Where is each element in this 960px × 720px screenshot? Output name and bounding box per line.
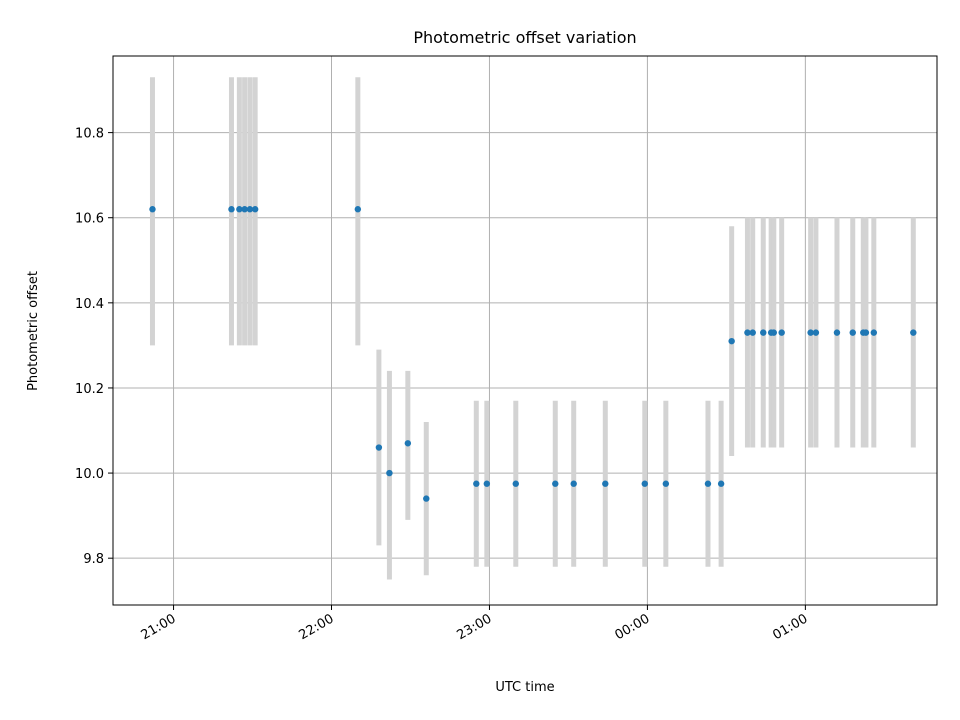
y-tick-label: 10.6: [75, 212, 104, 227]
data-point: [404, 440, 412, 447]
data-point: [662, 480, 670, 487]
data-point: [862, 329, 870, 336]
data-point: [717, 480, 725, 487]
y-tick-label: 10.4: [75, 297, 104, 312]
data-point: [236, 206, 243, 213]
data-point: [749, 329, 756, 336]
data-point: [354, 206, 362, 213]
data-point: [641, 480, 648, 487]
data-point: [833, 329, 841, 336]
data-point: [512, 480, 519, 487]
data-point: [812, 329, 820, 336]
data-point: [760, 329, 767, 336]
data-point: [778, 329, 785, 336]
data-point: [246, 206, 254, 213]
data-point: [728, 337, 735, 345]
y-tick-label: 9.8: [83, 552, 104, 567]
data-point: [473, 480, 480, 487]
data-point: [149, 206, 156, 213]
data-point: [386, 469, 393, 477]
data-point: [744, 329, 751, 336]
data-point: [570, 480, 577, 487]
data-point: [423, 495, 430, 502]
y-tick-label: 10.2: [75, 382, 104, 397]
marker-layer: [149, 206, 917, 502]
data-point: [228, 206, 235, 213]
data-point: [552, 480, 559, 487]
y-axis-ticks: 9.8 10.0 10.2 10.4 10.6 10.8: [75, 127, 113, 567]
y-tick-label: 10.8: [75, 127, 104, 142]
data-point: [483, 480, 491, 487]
plot-frame: [112, 55, 938, 606]
data-point: [870, 329, 878, 336]
data-point: [602, 480, 609, 487]
data-point: [849, 329, 856, 336]
data-point: [704, 480, 712, 487]
y-tick-label: 10.0: [75, 467, 104, 482]
data-point: [241, 206, 248, 213]
chart-title: Photometric offset variation: [413, 28, 636, 47]
data-point: [375, 444, 383, 451]
y-axis-label: Photometric offset: [26, 271, 41, 391]
data-point: [770, 329, 777, 336]
data-point: [251, 206, 259, 213]
data-point: [910, 329, 917, 336]
x-axis-label: UTC time: [495, 680, 554, 695]
data-point: [807, 329, 814, 336]
